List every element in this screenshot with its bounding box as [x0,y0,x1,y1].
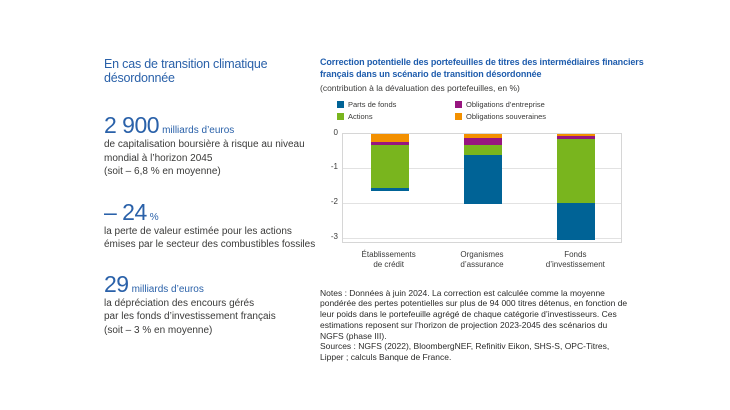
legend-item: Obligations souveraines [455,112,632,121]
legend-label: Parts de fonds [348,100,397,109]
x-axis-label-line: de crédit [373,259,404,269]
bar-segment [370,187,409,192]
stat-block: – 24% la perte de valeur estimée pour les… [104,200,322,252]
stat-description-line: de capitalisation boursière à risque au … [104,139,305,150]
y-axis-tick-label: -3 [330,232,338,242]
bar-segment [463,144,502,155]
x-axis-label-line: Fonds [564,249,587,259]
plot-area [342,132,623,243]
y-axis-tick-label: -1 [330,162,338,172]
bar-segment [370,145,409,188]
stat-suffix: milliards d’euros [162,125,235,136]
x-axis-label-line: d’assurance [460,259,504,269]
stat-headline: 29 milliards d’euros [104,272,322,297]
bar-segment [370,133,409,143]
legend-item: Actions [337,112,455,121]
bar-column [343,133,436,242]
bar-column [530,133,623,242]
stat-headline: 2 900 milliards d’euros [104,113,322,138]
stat-description-line: émises par le secteur des combustibles f… [104,239,316,250]
stat-description-line: (soit – 3 % en moyenne) [104,324,213,336]
stat-block: 2 900 milliards d’euros de capitalisation … [104,113,322,179]
x-axis-category-label: Organismes d’assurance [435,250,528,270]
bar-segment [463,138,502,145]
x-axis-label-line: Établissements [361,249,416,259]
stats-list: 2 900 milliards d’euros de capitalisation … [104,113,322,337]
chart-legend: Parts de fonds Obligations d’entreprise Ac… [337,100,632,121]
stacked-bar [370,133,409,192]
notes-text: Notes : Données à juin 2024. La correcti… [320,287,628,341]
chart-notes: Notes : Données à juin 2024. La correcti… [320,288,630,364]
bar-segment [557,139,596,203]
left-panel: En cas de transition climatique désordon… [104,57,322,337]
y-axis-tick-label: 0 [333,127,338,137]
bar-segment [463,154,502,204]
x-axis-category-label: Établissements de crédit [342,250,435,270]
legend-item: Parts de fonds [337,100,455,109]
bar-column [436,133,529,242]
gridline [343,237,621,239]
bar-segment [557,133,596,136]
x-axis-label-line: Organismes [460,249,504,259]
chart-panel: Correction potentielle des portefeuilles… [320,56,644,364]
bar-segment [463,133,502,139]
legend-swatch [455,101,462,108]
legend-swatch [337,101,344,108]
chart-subtitle: (contribution à la dévaluation des porte… [320,83,520,93]
legend-swatch [455,112,462,120]
stacked-bar [463,133,502,204]
y-axis-tick-label: -2 [330,197,338,207]
stat-description-line: mondial à l’horizon 2045 [104,152,213,164]
x-axis-label-line: d’investissement [545,259,605,269]
stat-description-line: la dépréciation des encours gérés [104,297,255,309]
x-axis-category-label: Fonds d’investissement [529,250,622,270]
legend-item: Obligations d’entreprise [455,100,632,109]
stat-value: 2 900 [104,112,160,138]
stat-description-line: (soit – 6,8 % en moyenne) [104,166,221,177]
stacked-bar-chart: 0 -1 -2 -3 Établissements de crédit Organismes… [320,127,632,279]
chart-title: Correction potentielle des portefeuilles… [320,56,644,80]
bar-segment [370,142,409,146]
stat-value: – 24 [104,198,147,225]
left-panel-title: En cas de transition climatique désordon… [104,57,268,85]
legend-label: Obligations d’entreprise [466,100,545,109]
stat-value: 29 [104,270,129,297]
legend-label: Obligations souveraines [466,111,547,121]
stacked-bar [557,133,596,240]
stat-suffix: % [149,211,159,223]
stat-description-line: par les fonds d’investissement français [104,311,276,322]
stat-suffix: milliards d’euros [131,283,204,295]
stat-description-line: la perte de valeur estimée pour les acti… [104,225,292,237]
sources-text: Sources : NGFS (2022), BloombergNEF, Ref… [320,341,610,363]
chart-title-line1: Correction potentielle des portefeuilles… [320,57,644,67]
legend-swatch [337,112,344,120]
bar-segment [557,202,596,240]
legend-label: Actions [348,111,373,121]
bar-segment [557,135,596,140]
stat-headline: – 24% [104,200,322,225]
chart-title-line2: français dans un scénario de transition … [320,69,542,79]
stat-block: 29 milliards d’euros la dépréciation des e… [104,272,322,338]
